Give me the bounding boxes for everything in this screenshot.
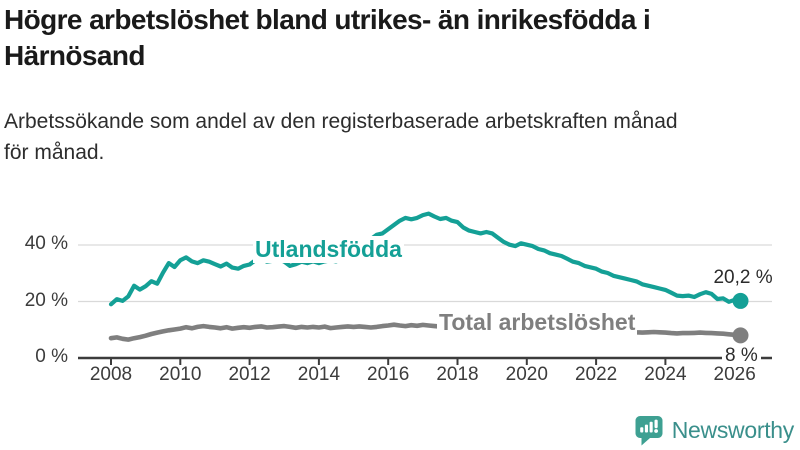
line-series-utlandsfodda bbox=[108, 211, 743, 307]
line-series-total bbox=[108, 322, 743, 342]
end-value-utlandsfodda: 20,2 % bbox=[713, 266, 773, 288]
x-axis-tick-label: 2018 bbox=[436, 364, 479, 385]
series-label-total: Total arbetslöshet bbox=[437, 309, 638, 336]
x-axis-tick-label: 2016 bbox=[367, 364, 410, 385]
x-axis-tick-label: 2014 bbox=[297, 364, 341, 385]
x-axis-tick-label: 2022 bbox=[574, 364, 618, 385]
y-axis-tick-label: 0 % bbox=[35, 346, 68, 367]
page-title: Högre arbetslöshet bland utrikes- än inr… bbox=[4, 4, 651, 71]
x-axis-tick-label: 2024 bbox=[644, 364, 687, 385]
x-axis-tick-label: 2008 bbox=[89, 364, 133, 385]
page-subtitle: Arbetssökande som andel av den registerb… bbox=[4, 110, 678, 164]
end-dot-utlandsfodda bbox=[732, 292, 749, 309]
x-axis-tick-label: 2020 bbox=[505, 364, 548, 385]
x-axis-tick-label: 2026 bbox=[713, 364, 756, 385]
end-value-total: 8 % bbox=[721, 345, 761, 367]
x-axis-tick-label: 2012 bbox=[228, 364, 271, 385]
end-dot-total bbox=[732, 327, 749, 344]
chart-speech-bubble-icon bbox=[634, 415, 663, 446]
y-axis-tick-label: 40 % bbox=[24, 233, 68, 254]
series-label-utlandsfodda: Utlandsfödda bbox=[253, 236, 404, 263]
y-axis-tick-label: 20 % bbox=[24, 289, 68, 311]
x-axis-tick-label: 2010 bbox=[159, 364, 202, 385]
brand-name: Newsworthy bbox=[671, 416, 795, 443]
brand-logo[interactable]: Newsworthy bbox=[634, 413, 794, 447]
